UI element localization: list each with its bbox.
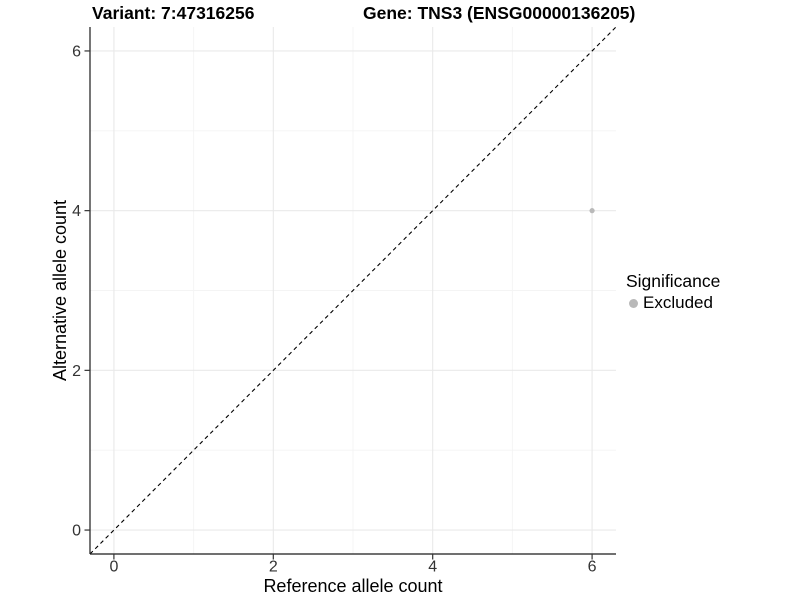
excluded-point-marker-icon (629, 298, 638, 308)
x-tick-label: 6 (588, 559, 597, 576)
x-axis-title: Reference allele count (263, 576, 442, 596)
y-tick-label: 6 (72, 43, 81, 60)
legend: Significance Excluded (626, 272, 720, 313)
legend-item-excluded: Excluded (626, 293, 720, 313)
legend-title: Significance (626, 271, 721, 291)
variant-title: Variant: 7:47316256 (92, 3, 255, 23)
y-tick-label: 0 (72, 523, 81, 540)
identity-line (89, 26, 617, 555)
gene-title: Gene: TNS3 (ENSG00000136205) (363, 3, 636, 23)
x-tick-label: 0 (109, 559, 118, 576)
y-tick-label: 2 (72, 363, 81, 380)
x-tick-label: 2 (269, 559, 278, 576)
data-point (589, 208, 595, 214)
y-tick-label: 4 (72, 203, 81, 220)
y-axis-title: Alternative allele count (50, 200, 70, 381)
x-tick-label: 4 (428, 559, 437, 576)
legend-item-label: Excluded (643, 293, 713, 312)
